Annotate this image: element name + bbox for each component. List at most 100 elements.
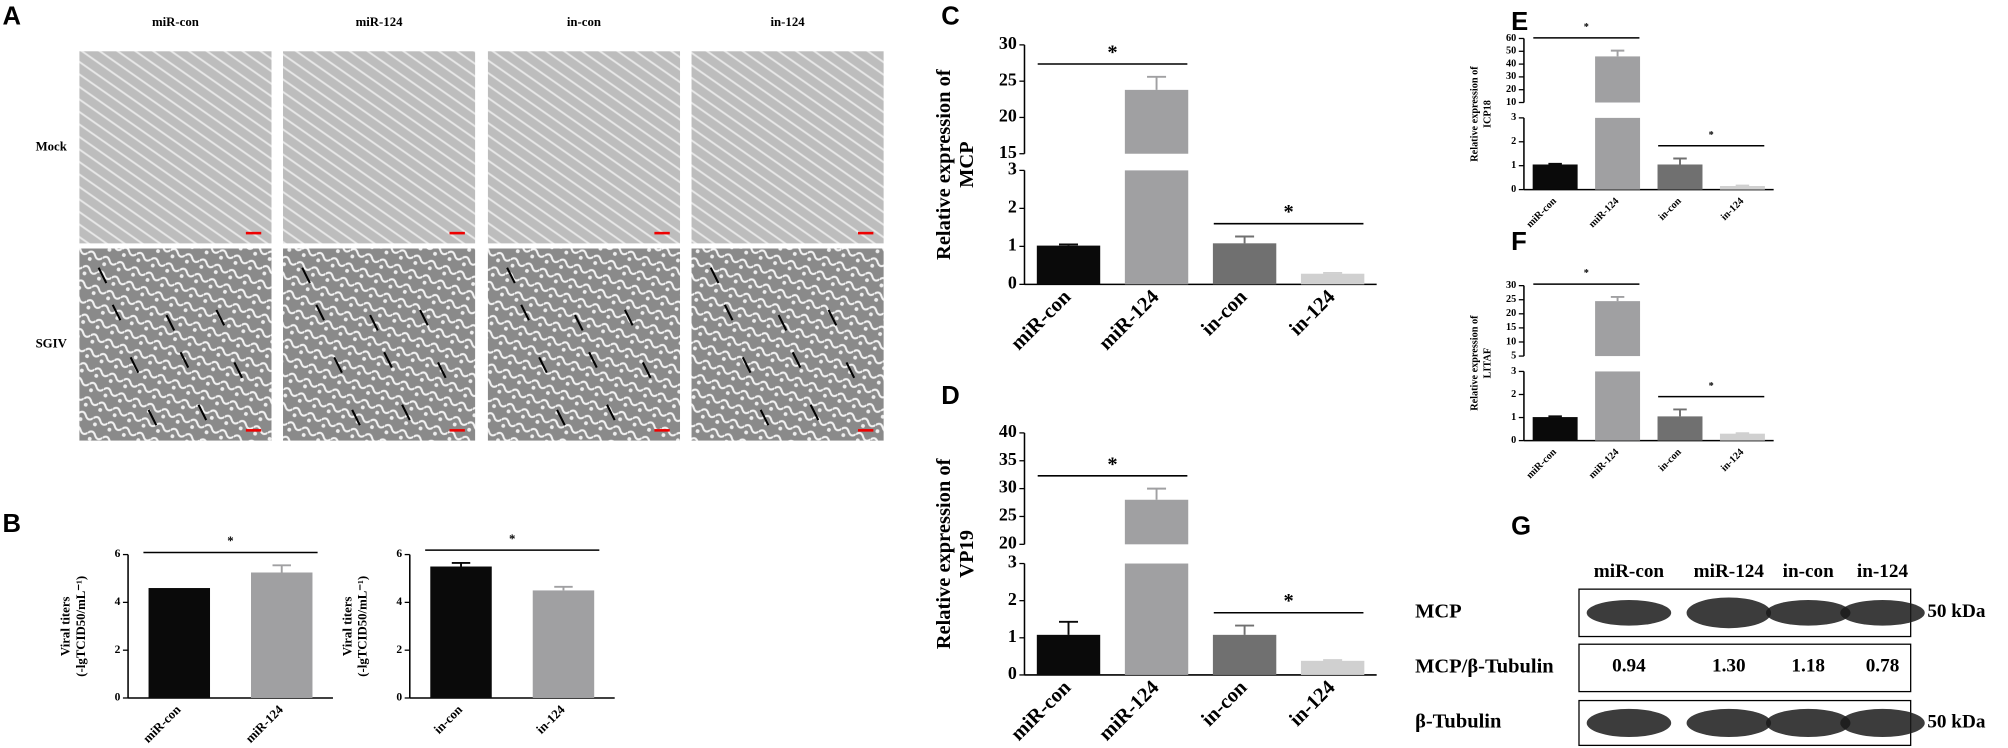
significance-star: * <box>1709 381 1714 392</box>
arrow <box>333 356 343 374</box>
arrow <box>641 362 652 379</box>
row-label: Mock <box>36 139 68 153</box>
arrow <box>723 304 734 321</box>
y-tick-label: 3 <box>1008 158 1017 178</box>
error-bar <box>1235 235 1255 244</box>
x-tick-label: in-con <box>1657 447 1684 474</box>
y-tick-label: 10 <box>1506 97 1516 108</box>
x-tick-label: miR-124 <box>1587 196 1621 230</box>
panel-letter: F <box>1511 228 1527 256</box>
blot-band <box>1586 600 1672 626</box>
bar <box>1719 433 1765 441</box>
arrow <box>351 409 361 426</box>
y-axis-label: (-lgTCID50/mL⁻¹) <box>356 576 370 677</box>
arrow <box>111 304 122 321</box>
micrograph <box>487 248 681 441</box>
blot-band <box>1586 708 1672 738</box>
arrow <box>574 314 584 331</box>
error-bar <box>1147 75 1167 90</box>
blot-ratio: 1.30 <box>1712 656 1746 677</box>
arrow <box>777 314 788 331</box>
x-tick-label: in-124 <box>1285 286 1339 340</box>
arrow <box>606 404 616 421</box>
arrow <box>401 404 411 421</box>
blot-size: 50 kDa <box>1927 601 1986 622</box>
blot-box <box>1578 643 1912 693</box>
bar <box>1124 170 1189 285</box>
y-axis-label: ICP18 <box>1482 100 1493 128</box>
y-tick-label: 30 <box>999 33 1017 53</box>
bar <box>1657 164 1703 190</box>
bar <box>1595 56 1641 103</box>
bar <box>1719 186 1765 190</box>
arrow <box>556 409 566 426</box>
y-tick-label: 2 <box>396 644 402 656</box>
x-tick-label: miR-con <box>1007 676 1076 745</box>
y-tick-label: 4 <box>396 596 402 608</box>
arrow <box>506 267 516 284</box>
y-axis-label: MCP <box>956 141 978 188</box>
y-tick-label: 20 <box>999 532 1017 552</box>
blot-band <box>1686 597 1772 629</box>
arrow <box>315 304 325 321</box>
x-tick-label: in-124 <box>534 702 568 736</box>
significance-star: * <box>1283 590 1293 612</box>
blot-ratio: 1.18 <box>1791 656 1825 677</box>
x-tick-label: miR-con <box>1525 196 1560 231</box>
bar <box>1595 117 1641 190</box>
error-bar <box>1673 157 1687 165</box>
y-tick-label: 2 <box>1511 389 1516 400</box>
bar <box>1532 417 1578 441</box>
arrow <box>147 409 158 426</box>
arrow <box>197 404 208 421</box>
y-tick-label: 20 <box>999 106 1017 126</box>
x-tick-label: miR-con <box>1007 285 1076 354</box>
panel-letter: G <box>1511 512 1531 540</box>
y-tick-label: 60 <box>1506 33 1516 44</box>
micrograph <box>691 51 884 244</box>
y-tick-label: 2 <box>115 644 121 656</box>
micrograph <box>283 51 476 244</box>
arrow <box>709 267 720 284</box>
bar <box>1657 416 1703 441</box>
x-tick-label: in-con <box>1657 196 1684 223</box>
arrow <box>809 404 820 421</box>
panel-letter: C <box>941 3 960 31</box>
micrograph <box>691 248 884 441</box>
y-tick-label: 1 <box>1008 626 1017 646</box>
y-axis-label: Viral titers <box>340 596 354 656</box>
arrow <box>129 356 140 374</box>
bar <box>1595 371 1641 441</box>
error-bar <box>554 585 573 591</box>
arrow <box>383 351 393 369</box>
x-tick-label: in-con <box>1197 676 1252 731</box>
panel-letter: D <box>941 382 960 410</box>
y-tick-label: 0 <box>1511 184 1516 195</box>
arrow <box>538 356 548 374</box>
arrow <box>741 356 752 374</box>
y-axis-label: VP19 <box>956 530 978 578</box>
y-tick-label: 1 <box>1511 412 1516 423</box>
x-tick-label: miR-con <box>140 703 183 746</box>
arrow <box>624 309 634 326</box>
error-bar <box>1059 620 1079 635</box>
micrograph <box>487 51 681 244</box>
column-label: in-124 <box>771 15 806 29</box>
micrograph <box>79 248 272 441</box>
y-axis-label: Relative expression of <box>933 68 955 260</box>
y-axis-label: Relative expression of <box>933 457 955 649</box>
arrow <box>215 309 226 326</box>
y-axis-label: Viral titers <box>59 596 73 656</box>
y-tick-label: 5 <box>1511 350 1516 361</box>
micrograph <box>283 248 476 441</box>
y-tick-label: 30 <box>1506 280 1516 291</box>
y-tick-label: 1 <box>1511 160 1516 171</box>
micrograph <box>79 51 272 244</box>
y-tick-label: 0 <box>396 692 402 704</box>
column-label: in-con <box>567 15 601 29</box>
error-bar <box>1323 659 1343 662</box>
bar <box>1124 89 1189 154</box>
error-bar <box>1673 408 1687 417</box>
significance-star: * <box>1107 41 1117 63</box>
y-tick-label: 0 <box>1511 435 1516 446</box>
